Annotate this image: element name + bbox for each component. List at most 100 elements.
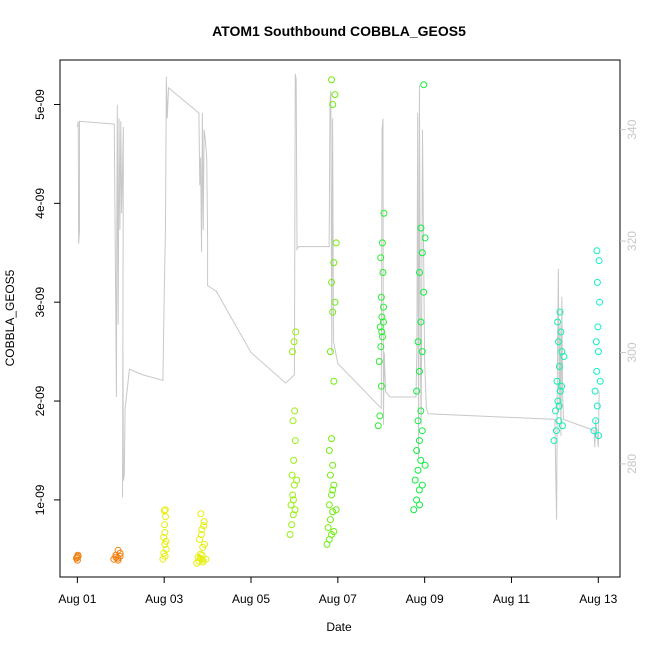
data-point xyxy=(332,239,340,247)
data-point xyxy=(417,224,425,232)
data-point xyxy=(410,506,418,514)
x-tick-label: Aug 11 xyxy=(493,592,530,606)
data-point xyxy=(288,521,296,529)
data-point xyxy=(376,323,384,331)
data-point xyxy=(289,417,297,425)
data-point xyxy=(417,407,425,415)
data-point xyxy=(413,446,421,454)
data-point xyxy=(377,343,385,351)
data-point xyxy=(161,506,169,514)
data-point xyxy=(593,278,601,286)
data-point xyxy=(378,333,386,341)
data-point xyxy=(328,76,336,84)
data-point xyxy=(330,259,338,267)
data-point xyxy=(555,417,563,425)
data-point xyxy=(114,556,122,564)
data-point xyxy=(376,412,384,420)
data-point xyxy=(413,496,421,504)
y-tick-label: 2e-09 xyxy=(33,385,47,416)
data-point xyxy=(414,417,422,425)
data-point xyxy=(411,476,419,484)
y-axis: 1e-09 2e-09 3e-09 4e-09 5e-09 xyxy=(33,89,60,515)
data-point xyxy=(161,552,169,560)
x-tick-label: Aug 05 xyxy=(232,592,270,606)
data-point xyxy=(375,358,383,365)
data-point xyxy=(558,422,566,430)
data-point xyxy=(557,328,565,336)
data-point xyxy=(325,446,333,454)
data-point xyxy=(552,427,560,435)
data-point xyxy=(420,288,428,296)
data-point xyxy=(550,437,558,445)
data-point xyxy=(332,506,340,514)
data-point xyxy=(74,552,82,560)
data-point xyxy=(594,348,602,356)
y2-tick-label: 280 xyxy=(625,454,639,474)
data-point xyxy=(596,298,604,306)
y2-tick-label: 300 xyxy=(625,342,639,362)
x-tick-label: Aug 13 xyxy=(579,592,617,606)
data-point xyxy=(331,298,339,306)
data-point xyxy=(418,427,426,435)
chart-title: ATOM1 Southbound COBBLA_GEOS5 xyxy=(212,23,466,39)
data-point xyxy=(558,382,565,390)
data-point xyxy=(197,510,205,518)
secondary-line-series xyxy=(76,73,600,520)
data-point xyxy=(380,303,388,311)
data-point xyxy=(162,545,170,553)
data-point xyxy=(331,91,339,99)
data-point xyxy=(418,348,426,356)
data-point xyxy=(554,318,562,326)
data-point xyxy=(421,234,429,242)
data-point xyxy=(162,537,170,545)
y-axis-label: COBBLA_GEOS5 xyxy=(3,269,17,366)
data-point xyxy=(592,338,600,346)
y2-axis: 280 300 320 340 xyxy=(620,119,639,474)
y-tick-label: 3e-09 xyxy=(33,287,47,318)
data-point xyxy=(330,377,338,385)
data-point xyxy=(288,348,296,356)
data-point xyxy=(556,308,564,316)
data-point xyxy=(200,518,208,526)
y2-tick-label: 340 xyxy=(625,119,639,139)
data-point xyxy=(329,486,337,494)
data-point xyxy=(324,524,332,532)
x-tick-label: Aug 09 xyxy=(406,592,444,606)
data-point xyxy=(415,486,423,494)
data-point xyxy=(328,491,336,499)
data-point xyxy=(286,530,294,538)
data-point xyxy=(415,367,423,375)
data-point xyxy=(416,269,424,277)
data-point xyxy=(329,508,337,516)
data-point xyxy=(197,530,205,538)
data-point xyxy=(379,269,387,277)
data-point xyxy=(328,435,336,443)
data-point xyxy=(417,456,425,464)
data-point xyxy=(378,239,386,247)
data-point xyxy=(591,387,599,395)
data-point xyxy=(329,100,337,108)
data-point xyxy=(110,555,118,563)
data-point xyxy=(289,511,297,519)
data-point xyxy=(380,209,388,217)
data-point xyxy=(198,551,206,559)
data-point xyxy=(326,471,334,479)
data-point xyxy=(377,382,385,390)
data-point xyxy=(421,461,429,469)
data-point xyxy=(416,501,424,509)
data-point xyxy=(160,507,168,515)
data-point xyxy=(555,362,563,370)
data-point xyxy=(330,481,338,489)
data-point xyxy=(200,522,208,530)
data-point xyxy=(592,417,600,425)
data-point xyxy=(414,338,422,346)
x-tick-label: Aug 07 xyxy=(319,592,357,606)
data-point xyxy=(116,552,124,560)
data-point xyxy=(418,481,426,489)
data-point xyxy=(555,402,563,410)
data-point xyxy=(290,338,298,346)
data-point xyxy=(418,249,426,257)
data-point xyxy=(415,437,423,445)
